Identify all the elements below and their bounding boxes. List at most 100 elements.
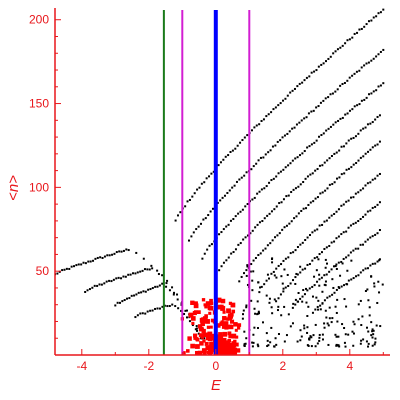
scatter-point (346, 269, 349, 272)
curve-point (347, 226, 350, 229)
curve-point (336, 88, 339, 91)
scatter-point (337, 335, 340, 338)
curve-point (96, 284, 99, 287)
curve-point (289, 162, 292, 165)
curve-point (299, 271, 302, 274)
scatter-point (376, 301, 379, 304)
scatter-point (307, 305, 310, 308)
curve-point (325, 246, 328, 249)
curve-point (142, 290, 145, 293)
curve-point (370, 92, 373, 95)
curve-point (335, 210, 338, 213)
curve-point (282, 290, 285, 293)
curve-point (321, 223, 324, 226)
curve-point (219, 199, 222, 202)
curve-point (371, 262, 374, 265)
scatter-point (337, 286, 340, 289)
scatter-point (328, 306, 331, 309)
curve-point (146, 268, 149, 271)
curve-point (374, 262, 377, 265)
curve-point (326, 159, 329, 162)
curve-point (271, 239, 274, 242)
curve-point (357, 274, 360, 277)
curve-point (250, 263, 253, 266)
curve-point (87, 260, 90, 263)
curve-point (341, 116, 344, 119)
scatter-point (277, 305, 280, 308)
curve-point (306, 175, 309, 178)
scatter-point (373, 343, 376, 346)
curve-point (270, 111, 273, 114)
curve-point (335, 237, 338, 240)
curve-point (276, 234, 279, 237)
scatter-point (362, 338, 365, 341)
curve-point (309, 201, 312, 204)
curve-point (274, 106, 277, 109)
curve-point (203, 337, 206, 340)
curve-point (136, 314, 139, 317)
highlight-point (194, 350, 200, 355)
curve-point (260, 119, 263, 122)
curve-point (293, 217, 296, 220)
curve-point (94, 257, 97, 260)
scatter-point (324, 280, 327, 283)
curve-point (254, 226, 257, 229)
highlight-point (224, 325, 229, 330)
curve-point (294, 303, 297, 306)
curve-point (313, 141, 316, 144)
curve-point (364, 152, 367, 155)
curve-point (342, 145, 345, 148)
curve-point (316, 305, 319, 308)
curve-point (101, 256, 104, 259)
curve-point (300, 209, 303, 212)
scatter-point (332, 286, 335, 289)
curve-point (348, 38, 351, 41)
highlight-point (222, 331, 228, 337)
curve-point (350, 278, 353, 281)
scatter-point (256, 313, 259, 316)
curve-point (260, 285, 263, 288)
scatter-point (325, 262, 328, 265)
curve-point (307, 112, 310, 115)
curve-point (316, 196, 319, 199)
curve-point (352, 277, 355, 280)
scatter-point (297, 300, 300, 303)
curve-point (339, 46, 342, 49)
curve-point (255, 124, 258, 127)
scatter-point (251, 289, 254, 292)
curve-point (75, 264, 78, 267)
curve-point (366, 182, 369, 185)
curve-point (362, 187, 365, 190)
curve-point (241, 139, 244, 142)
scatter-point (330, 321, 333, 324)
curve-point (183, 313, 186, 316)
curve-point (150, 264, 153, 267)
curve-point (208, 175, 211, 178)
scatter-point (315, 296, 318, 299)
scatter-point (321, 338, 324, 341)
scatter-point (318, 273, 321, 276)
scatter-point (267, 344, 270, 347)
curve-point (268, 181, 271, 184)
curve-point (280, 263, 283, 266)
curve-point (370, 19, 373, 22)
highlight-point (218, 332, 223, 337)
curve-point (371, 146, 374, 149)
curve-point (258, 190, 261, 193)
curve-point (374, 118, 377, 121)
curve-point (194, 328, 197, 331)
curve-point (166, 279, 169, 282)
highlight-point (227, 338, 232, 343)
scatter-point (292, 302, 295, 305)
curve-point (96, 256, 99, 259)
x-tick-label: 4 (346, 359, 353, 373)
curve-point (371, 178, 374, 181)
scatter-point (339, 274, 342, 277)
curve-point (270, 179, 273, 182)
highlight-point (202, 339, 206, 343)
curve-point (228, 189, 231, 192)
scatter-point (282, 287, 285, 290)
highlight-point (200, 321, 205, 327)
highlight-point (206, 325, 211, 329)
curve-point (139, 312, 142, 315)
